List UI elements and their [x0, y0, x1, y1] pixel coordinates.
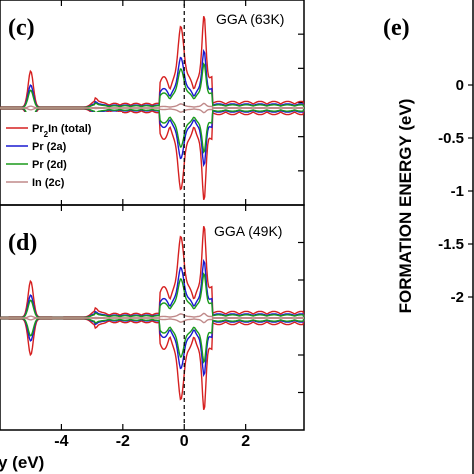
x-tick-label: 0 — [180, 433, 189, 450]
panel-d: (d) GGA (49K) -4 -2 0 2 y (eV) — [0, 204, 305, 472]
y-tick-label: -1 — [451, 183, 464, 200]
y-tick-label: 0 — [456, 77, 464, 94]
legend: Pr2In (total) Pr (2a) Pr (2d) In (2c) — [2, 112, 122, 200]
legend-entry: Pr2In (total) — [32, 123, 92, 139]
panel-d-curves — [0, 225, 305, 411]
panel-d-series-1-down — [0, 317, 305, 378]
panel-d-series-3-up — [0, 312, 305, 319]
x-tick-label: 2 — [241, 433, 250, 450]
panel-c-series-1-up — [0, 48, 305, 109]
legend-entry: Pr (2d) — [32, 159, 67, 171]
x-tick-label: -2 — [116, 433, 130, 450]
y-tick-label: -1.5 — [438, 236, 464, 253]
panel-c-series-0-up — [0, 15, 305, 108]
panel-e-label: (e) — [383, 15, 410, 41]
legend-box — [2, 112, 122, 200]
panel-c-label: (c) — [8, 15, 35, 41]
panel-c: (c) GGA (63K) Pr2In (total) Pr (2a) Pr (2d… — [0, 0, 305, 206]
x-tick-labels: -4 -2 0 2 — [54, 433, 250, 450]
y-tick-label: -2 — [451, 289, 464, 306]
y-axis-label: FORMATION ENERGY (eV) — [396, 99, 415, 314]
panel-d-annotation: GGA (49K) — [214, 223, 282, 239]
panel-d-series-0-down — [0, 318, 305, 411]
panel-d-series-0-up — [0, 225, 305, 318]
panel-d-series-1-up — [0, 258, 305, 319]
panel-c-curves — [0, 15, 305, 201]
x-axis-label: y (eV) — [0, 453, 44, 472]
y-tick-label: -0.5 — [438, 130, 464, 147]
legend-entry: In (2c) — [32, 177, 65, 189]
panel-e-y-ticks: 0 -0.5 -1 -1.5 -2 — [438, 77, 473, 306]
legend-entry: Pr (2a) — [32, 141, 67, 153]
panel-d-label: (d) — [8, 230, 37, 256]
x-tick-label: -4 — [54, 433, 68, 450]
panel-e: (e) FORMATION ENERGY (eV) 0 -0.5 -1 -1.5 -2 — [383, 0, 474, 474]
panel-c-series-3-up — [0, 102, 305, 109]
legend-entries: Pr2In (total) Pr (2a) Pr (2d) In (2c) — [6, 123, 92, 189]
panel-c-annotation: GGA (63K) — [216, 11, 284, 27]
